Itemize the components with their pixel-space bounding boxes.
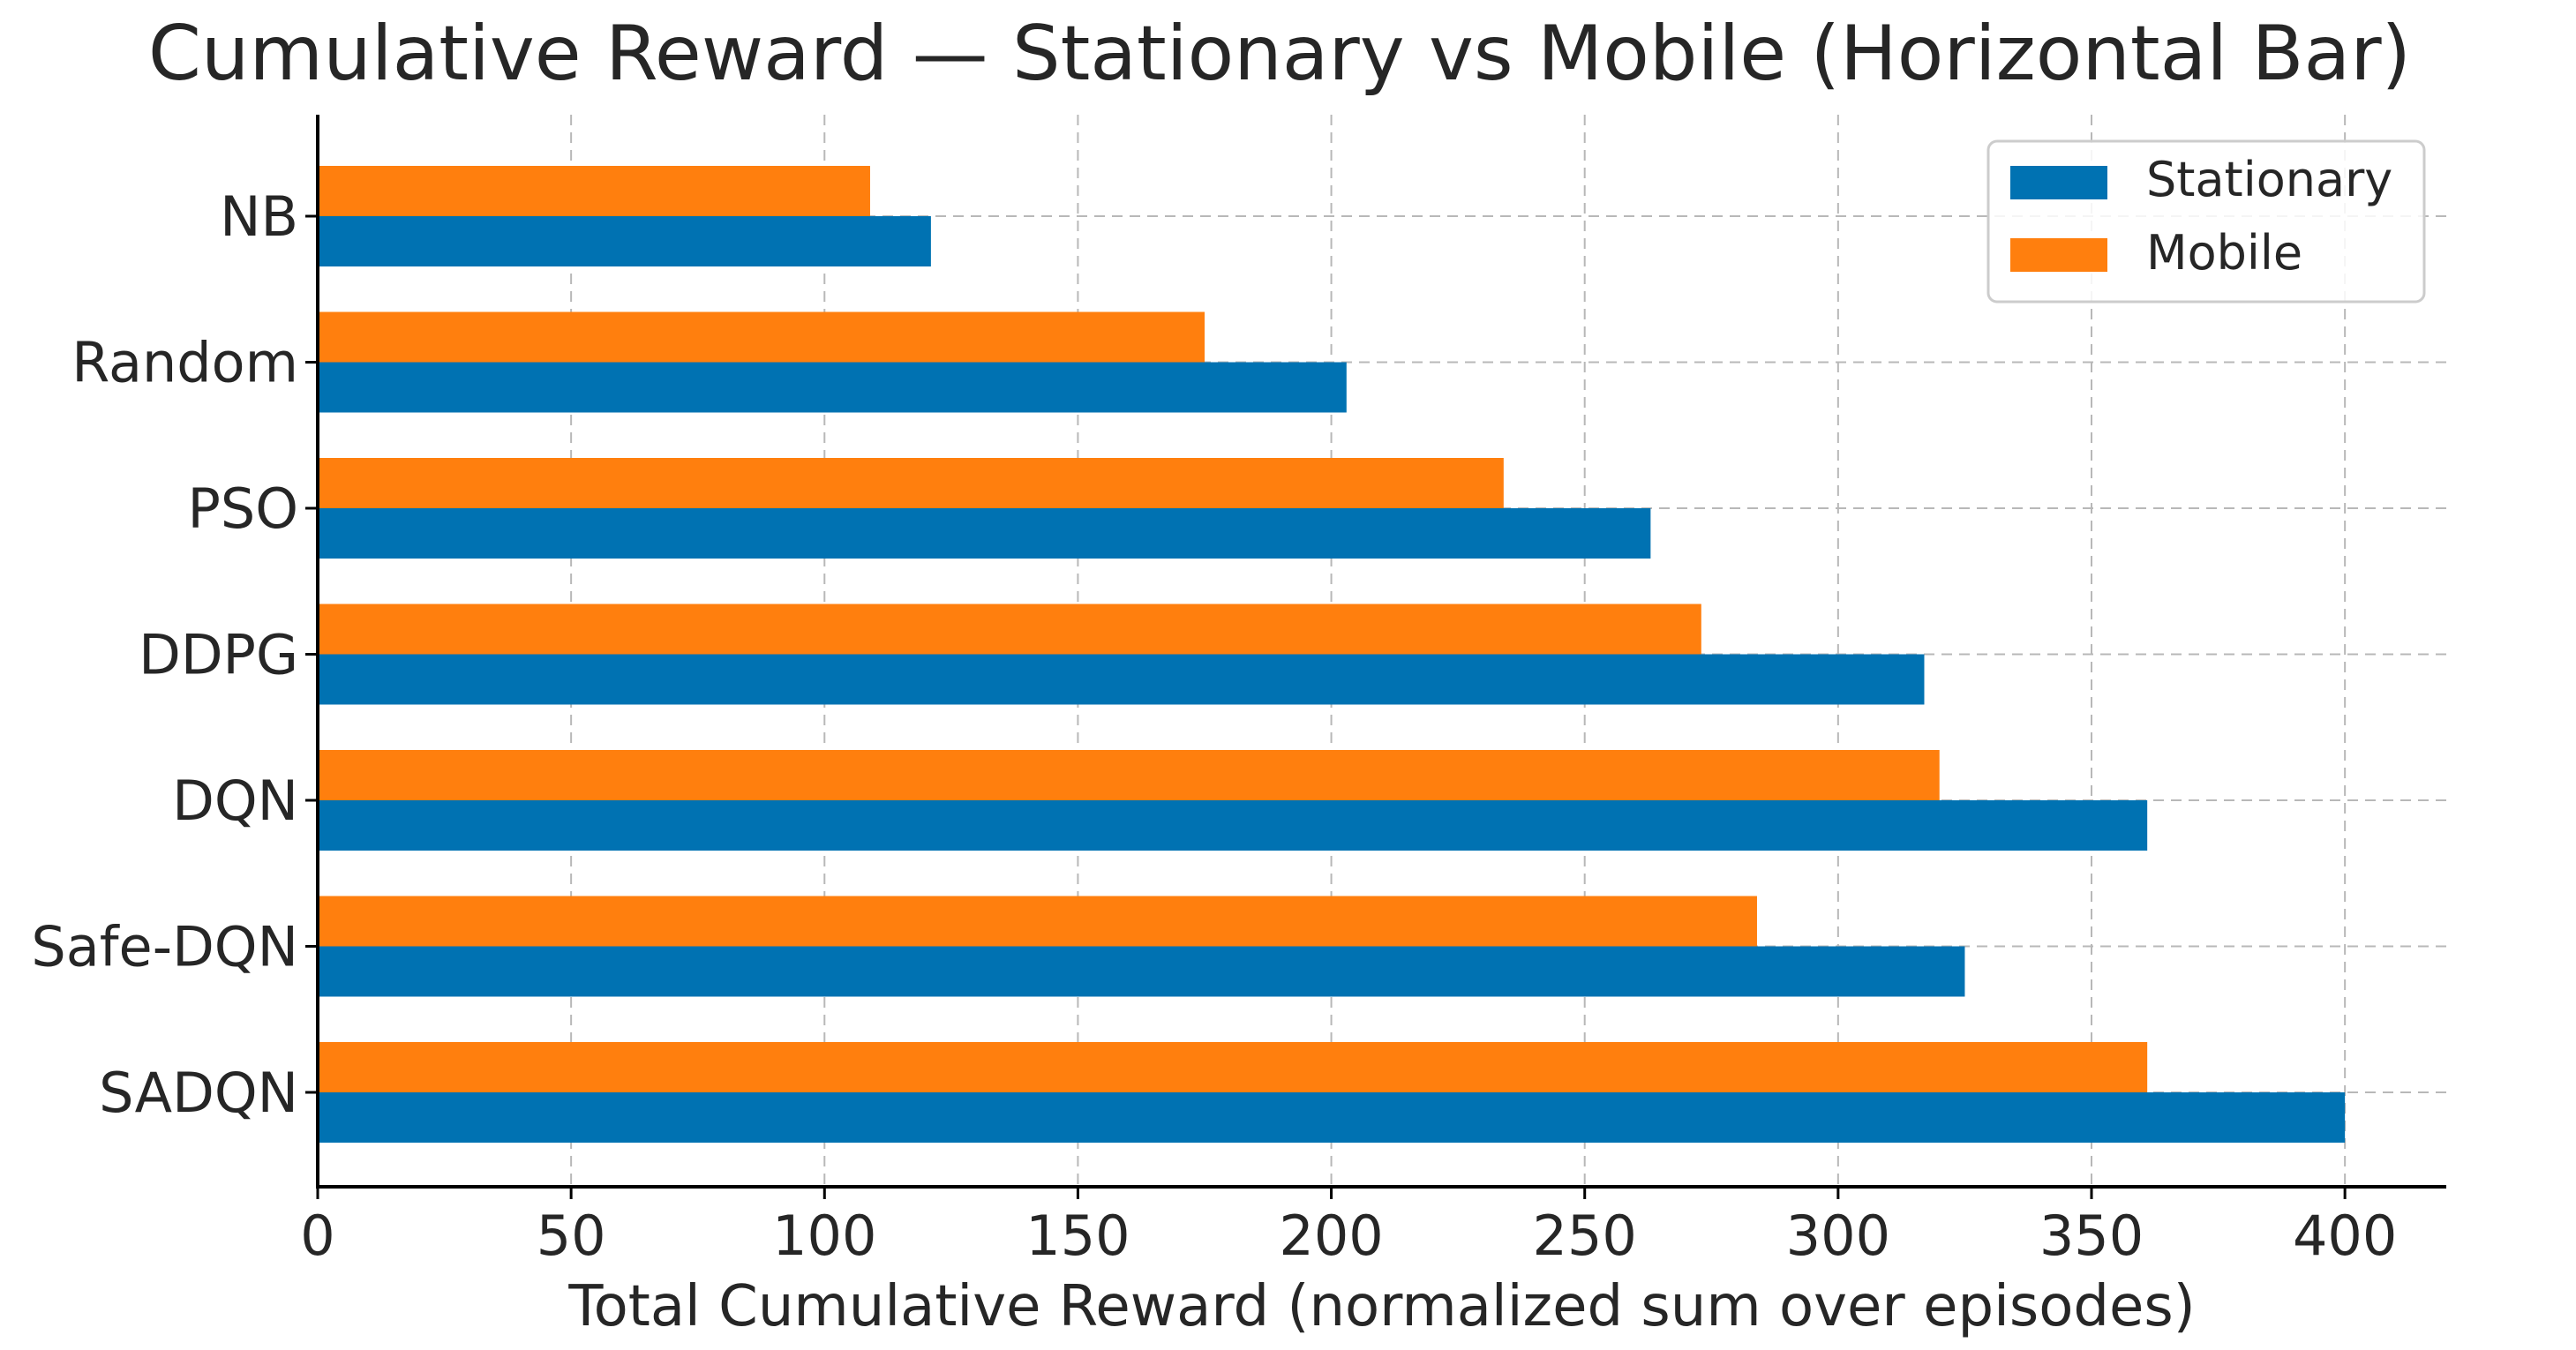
x-tick-label: 150 <box>1025 1204 1130 1268</box>
bars <box>318 166 2346 1143</box>
bar-mobile-sadqn <box>318 1042 2148 1092</box>
y-tick-label: SADQN <box>99 1061 298 1125</box>
bar-stationary-dqn <box>318 800 2148 851</box>
x-tick-label: 400 <box>2293 1204 2397 1268</box>
y-tick-label: PSO <box>187 476 298 541</box>
bar-mobile-nb <box>318 166 870 216</box>
x-tick-label: 50 <box>537 1204 606 1268</box>
legend-label-stationary: Stationary <box>2146 152 2392 207</box>
x-tick-label: 300 <box>1786 1204 1890 1268</box>
bar-mobile-safe-dqn <box>318 896 1757 947</box>
x-tick-label: 0 <box>300 1204 334 1268</box>
bar-stationary-sadqn <box>318 1092 2346 1143</box>
bar-stationary-random <box>318 362 1347 413</box>
bar-mobile-random <box>318 311 1205 363</box>
ticks: 0 50 100 150 200 250 300 350 400 NB Random PSO DDPG D… <box>31 184 2397 1268</box>
bar-mobile-ddpg <box>318 604 1701 655</box>
bar-stationary-safe-dqn <box>318 946 1965 997</box>
bar-stationary-ddpg <box>318 654 1925 705</box>
y-tick-label: NB <box>220 184 298 249</box>
bar-mobile-dqn <box>318 750 1940 800</box>
y-tick-label: DQN <box>172 769 298 833</box>
y-tick-label: Random <box>71 331 298 395</box>
legend-label-mobile: Mobile <box>2146 225 2302 281</box>
chart-title: Cumulative Reward — Stationary vs Mobile… <box>148 10 2411 98</box>
bar-mobile-pso <box>318 458 1504 508</box>
bar-stationary-pso <box>318 508 1651 559</box>
legend-swatch-mobile <box>2010 238 2107 272</box>
x-tick-label: 250 <box>1533 1204 1637 1268</box>
legend-swatch-stationary <box>2010 166 2107 199</box>
x-axis-label: Total Cumulative Reward (normalized sum … <box>567 1274 2195 1339</box>
y-tick-label: Safe-DQN <box>31 915 298 979</box>
x-tick-label: 200 <box>1279 1204 1383 1268</box>
x-tick-label: 350 <box>2039 1204 2144 1268</box>
y-tick-label: DDPG <box>139 623 298 687</box>
bar-stationary-nb <box>318 216 931 266</box>
legend: Stationary Mobile <box>1986 139 2426 304</box>
x-tick-label: 100 <box>772 1204 876 1268</box>
